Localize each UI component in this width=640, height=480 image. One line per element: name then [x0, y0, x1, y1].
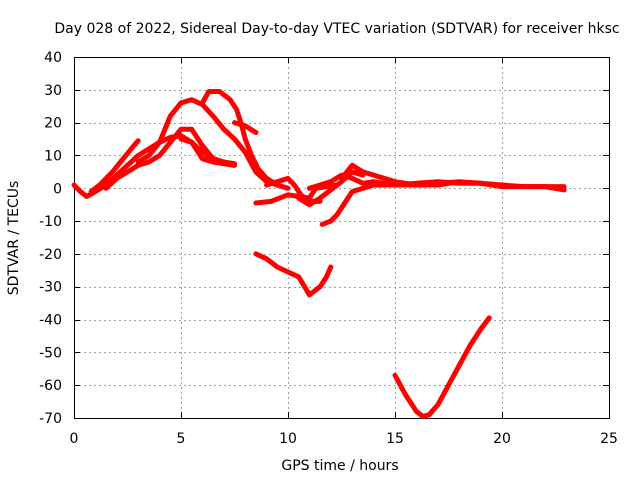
y-tick-labels: -70 -60 -50 -40 -30 -20 -10 0 10 20 30 40	[39, 50, 62, 427]
series-line-track-n	[253, 251, 334, 298]
x-axis-label: GPS time / hours	[281, 458, 398, 474]
series-line-track-j	[296, 169, 366, 208]
x-tick-label: 20	[493, 431, 511, 447]
y-axis-label: SDTVAR / TECUs	[6, 181, 22, 296]
y-tick-label: 30	[44, 83, 62, 99]
chart-title: Day 028 of 2022, Sidereal Day-to-day VTE…	[54, 21, 619, 37]
y-tick-label: 20	[44, 116, 62, 132]
y-tick-label: 40	[44, 50, 62, 66]
x-tick-label: 15	[386, 431, 404, 447]
series-line-track-g	[232, 120, 259, 135]
series-line-track-f	[199, 89, 291, 191]
axis-ticks	[74, 57, 610, 419]
y-tick-label: -30	[39, 280, 62, 296]
y-tick-label: -70	[39, 411, 62, 427]
series-line-track-e	[178, 136, 237, 168]
plot-frame	[74, 57, 610, 419]
x-tick-label: 0	[70, 431, 79, 447]
grid-lines	[74, 57, 609, 418]
series-line-track-o	[392, 315, 492, 419]
x-tick-labels: 0 5 10 15 20 25	[70, 431, 618, 447]
x-tick-label: 5	[177, 431, 186, 447]
y-tick-label: 0	[53, 181, 62, 197]
x-tick-label: 25	[600, 431, 618, 447]
series-line-track-l	[319, 179, 567, 227]
series-line-track-d	[135, 97, 280, 188]
y-tick-label: -50	[39, 345, 62, 361]
series-line-track-c	[103, 126, 237, 191]
y-tick-label: -20	[39, 247, 62, 263]
series-layer	[71, 89, 567, 419]
series-line-track-m	[339, 162, 462, 188]
y-tick-label: 10	[44, 148, 62, 164]
y-tick-label: -10	[39, 214, 62, 230]
y-tick-label: -40	[39, 313, 62, 329]
series-line-track-b	[88, 138, 141, 195]
x-tick-label: 10	[279, 431, 297, 447]
series-line-track-i	[264, 175, 323, 204]
y-tick-label: -60	[39, 378, 62, 394]
